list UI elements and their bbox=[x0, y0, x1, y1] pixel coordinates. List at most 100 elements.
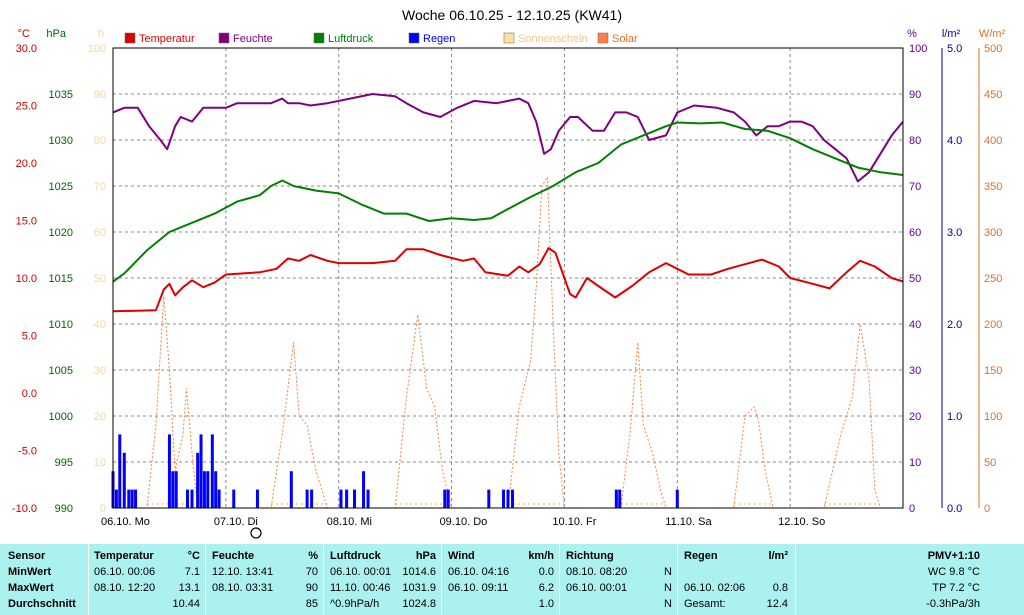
sunshine-axis-tick: 100 bbox=[88, 43, 106, 55]
x-axis-day-label: 06.10. Mo bbox=[101, 516, 150, 528]
humidity-axis-tick: 90 bbox=[909, 89, 921, 101]
solar-axis-tick: 100 bbox=[984, 411, 1002, 423]
x-axis-day-label: 09.10. Do bbox=[440, 516, 488, 528]
chart-legend: Temperatur Feuchte Luftdruck Regen Sonnensch… bbox=[124, 32, 638, 45]
header-wind-unit: km/h bbox=[528, 550, 554, 562]
solar-axis-tick: 350 bbox=[984, 181, 1002, 193]
press-min-value: 1014.6 bbox=[402, 566, 436, 578]
pressure-axis-tick: 1005 bbox=[49, 365, 73, 377]
rain-bar bbox=[339, 489, 343, 508]
solar-axis-tick: 200 bbox=[984, 319, 1002, 331]
rain-bar bbox=[353, 489, 357, 508]
rain-bar bbox=[202, 471, 206, 508]
pressure-axis-tick: 1015 bbox=[49, 273, 73, 285]
humidity-axis-tick: 40 bbox=[909, 319, 921, 331]
sunshine-axis-tick: 70 bbox=[94, 181, 106, 193]
rain-bar bbox=[675, 489, 679, 508]
hum-max-value: 90 bbox=[305, 582, 318, 594]
rain-bar bbox=[362, 471, 366, 508]
dir-avg-value: N bbox=[664, 598, 672, 610]
header-pressure: Luftdruck bbox=[330, 550, 381, 562]
rain-max-time: 06.10. 02:06 bbox=[684, 582, 746, 594]
luftdruck-series-line bbox=[112, 121, 904, 283]
rain-bar bbox=[210, 434, 214, 508]
rain-bar bbox=[217, 489, 221, 508]
legend-label: Solar bbox=[612, 33, 638, 45]
column-divider bbox=[205, 544, 206, 615]
rain-bar bbox=[446, 489, 450, 508]
legend-swatch bbox=[597, 32, 609, 44]
header-wind: Wind bbox=[448, 550, 475, 562]
humidity-axis-tick: 50 bbox=[909, 273, 921, 285]
row-label-min: MinWert bbox=[8, 566, 52, 578]
solar-axis-tick: 300 bbox=[984, 227, 1002, 239]
wind-avg-value: 1.0 bbox=[538, 598, 554, 610]
hum-max-time: 08.10. 03:31 bbox=[212, 582, 274, 594]
legend-label: Temperatur bbox=[139, 33, 195, 45]
header-rain-unit: l/m² bbox=[768, 550, 788, 562]
rain-bar bbox=[443, 489, 447, 508]
moon-phase-icon bbox=[250, 527, 262, 539]
press-max-value: 1031.9 bbox=[402, 582, 436, 594]
rain-bar bbox=[366, 489, 370, 508]
row-label-avg: Durchschnitt bbox=[8, 598, 76, 610]
rain-bar bbox=[618, 489, 622, 508]
x-axis-day-label: 12.10. So bbox=[778, 516, 825, 528]
humidity-axis-tick: 60 bbox=[909, 227, 921, 239]
humidity-axis-tick: 20 bbox=[909, 411, 921, 423]
statistics-table: Sensor Temperatur °C Feuchte % Luftdruck… bbox=[0, 544, 1024, 615]
legend-label: Luftdruck bbox=[328, 33, 374, 45]
x-axis-day-label: 11.10. Sa bbox=[665, 516, 712, 528]
rain-axis-tick: 4.0 bbox=[947, 135, 962, 147]
pressure-axis-tick: 990 bbox=[55, 503, 73, 515]
sunshine-axis-tick: 40 bbox=[94, 319, 106, 331]
header-temperature-unit: °C bbox=[187, 550, 200, 562]
humidity-axis-tick: 0 bbox=[909, 503, 915, 515]
x-axis-day-label: 07.10. Di bbox=[214, 516, 258, 528]
axis-labels: °C 30.0 25.0 20.0 15.0 10.0 5.0 0.0 -5.0 -10.0 hPa… bbox=[12, 28, 1006, 528]
header-pressure-unit: hPa bbox=[415, 550, 436, 562]
rain-bar bbox=[134, 489, 138, 508]
humidity-axis-tick: 30 bbox=[909, 365, 921, 377]
humidity-axis-unit: % bbox=[907, 28, 917, 40]
pressure-axis-unit: hPa bbox=[46, 28, 66, 40]
legend-swatch bbox=[408, 32, 420, 44]
temp-axis-tick: 10.0 bbox=[16, 273, 37, 285]
pressure-axis-tick: 1020 bbox=[49, 227, 73, 239]
dir-min-time: 08.10. 08:20 bbox=[566, 566, 628, 578]
rain-bar bbox=[171, 471, 175, 508]
pressure-axis-tick: 1000 bbox=[49, 411, 73, 423]
rain-bar bbox=[511, 489, 515, 508]
header-rain: Regen bbox=[684, 550, 718, 562]
rain-bar bbox=[167, 434, 171, 508]
header-temperature: Temperatur bbox=[94, 550, 154, 562]
row-label-max: MaxWert bbox=[8, 582, 54, 594]
pressure-axis-tick: 995 bbox=[55, 457, 73, 469]
temp-axis-tick: 25.0 bbox=[16, 101, 37, 113]
header-direction: Richtung bbox=[566, 550, 614, 562]
dir-max-time: 06.10. 00:01 bbox=[566, 582, 628, 594]
sunshine-axis-tick: 90 bbox=[94, 89, 106, 101]
rain-axis-unit: l/m² bbox=[942, 28, 961, 40]
temp-axis-tick: -10.0 bbox=[12, 503, 37, 515]
series-layer bbox=[111, 93, 904, 509]
x-axis-day-label: 10.10. Fr bbox=[552, 516, 596, 528]
rain-bar bbox=[185, 489, 189, 508]
solar-axis-tick: 500 bbox=[984, 43, 1002, 55]
pressure-axis-tick: 1035 bbox=[49, 89, 73, 101]
hum-avg-value: 85 bbox=[305, 598, 318, 610]
press-min-time: 06.10. 00:01 bbox=[330, 566, 392, 578]
wind-max-value: 6.2 bbox=[538, 582, 554, 594]
sunshine-axis-unit: h bbox=[98, 28, 104, 40]
temp-axis-tick: 5.0 bbox=[22, 331, 37, 343]
pressure-axis-tick: 1010 bbox=[49, 319, 73, 331]
header-sensor: Sensor bbox=[8, 550, 46, 562]
hum-min-value: 70 bbox=[305, 566, 318, 578]
rain-bar bbox=[174, 471, 178, 508]
temp-max-time: 08.10. 12:20 bbox=[94, 582, 156, 594]
legend-swatch bbox=[218, 32, 230, 44]
sunshine-axis-tick: 0 bbox=[100, 503, 106, 515]
rain-bar bbox=[487, 489, 491, 508]
column-divider bbox=[795, 544, 796, 615]
header-pmv: PMV+1:10 bbox=[927, 550, 980, 562]
